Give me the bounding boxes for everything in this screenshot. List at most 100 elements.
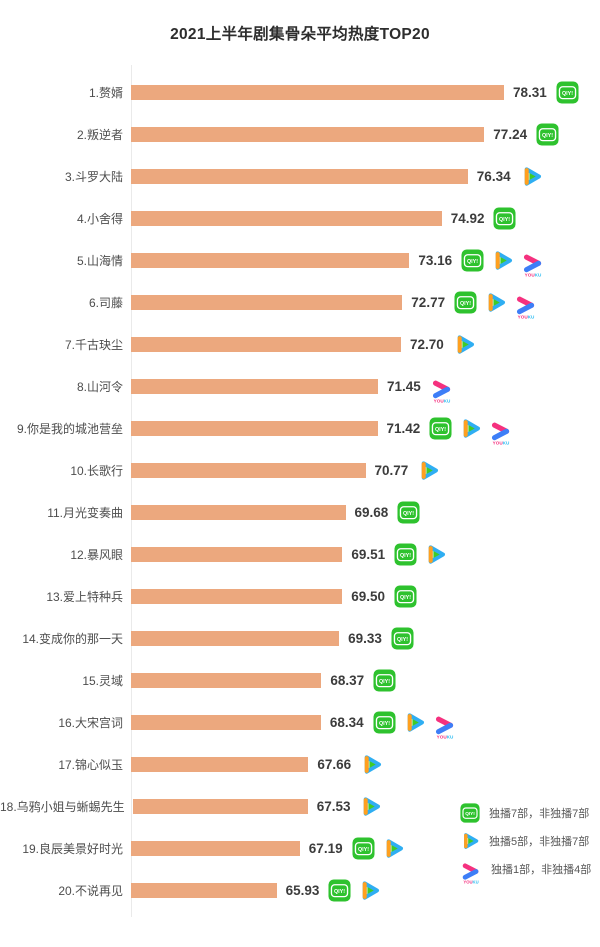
svg-text:YOUKU: YOUKU bbox=[436, 734, 453, 739]
heat-bar bbox=[131, 714, 321, 730]
heat-value: 76.34 bbox=[476, 168, 511, 184]
category-label-text: 20.不说再见 bbox=[58, 883, 123, 898]
bar-track: 69.51 QIY! bbox=[131, 533, 600, 575]
category-label: 17.锦心似玉 bbox=[0, 756, 131, 773]
chart-row: 5.山海情 73.16 QIY! YOUKU bbox=[0, 239, 600, 281]
heat-value: 77.24 bbox=[493, 126, 528, 142]
bar-track: 72.77 QIY! YOUKU bbox=[131, 281, 600, 323]
category-label-text: 19.良辰美景好时光 bbox=[22, 841, 123, 856]
platform-icons: QIY! bbox=[394, 542, 447, 566]
iqiyi-icon: QIY! bbox=[429, 416, 452, 440]
bar-track: 68.34 QIY! YOUKU bbox=[131, 701, 600, 743]
heat-bar bbox=[131, 168, 468, 184]
iqiyi-icon: QIY! bbox=[391, 626, 414, 650]
category-label-text: 4.小舍得 bbox=[76, 211, 123, 226]
legend-item: 独播5部，非独播7部 bbox=[460, 827, 591, 855]
tencent-video-icon bbox=[424, 543, 447, 566]
bar-track: 67.53 bbox=[132, 785, 600, 827]
category-label-text: 15.灵域 bbox=[82, 673, 123, 688]
category-label: 14.变成你的那一天 bbox=[0, 630, 131, 647]
category-label-text: 5.山海情 bbox=[76, 253, 123, 268]
heat-value: 67.66 bbox=[317, 756, 352, 772]
chart-row: 10.长歌行 70.77 bbox=[0, 449, 600, 491]
category-label-text: 12.暴风眼 bbox=[70, 547, 123, 562]
bar-track: 71.45 YOUKU bbox=[131, 365, 600, 407]
chart-row: 15.灵域 68.37 QIY! bbox=[0, 659, 600, 701]
heat-value: 71.42 bbox=[386, 420, 421, 436]
heat-bar bbox=[131, 126, 485, 142]
heat-bar bbox=[131, 420, 378, 436]
heat-value: 72.70 bbox=[410, 336, 444, 352]
category-label: 8.山河令 bbox=[0, 378, 131, 395]
heat-bar bbox=[131, 210, 442, 226]
platform-icons: QIY! bbox=[397, 500, 420, 524]
heat-value: 78.31 bbox=[513, 84, 547, 100]
svg-text:YOUKU: YOUKU bbox=[518, 314, 535, 319]
category-label-text: 13.爱上特种兵 bbox=[46, 589, 123, 604]
heat-bar bbox=[131, 756, 309, 772]
category-label: 1.赘婿 bbox=[0, 84, 131, 101]
tencent-video-icon bbox=[403, 711, 426, 734]
platform-icons: QIY! YOUKU bbox=[461, 243, 545, 277]
category-label: 20.不说再见 bbox=[0, 882, 131, 899]
iqiyi-icon: QIY! bbox=[352, 836, 375, 860]
chart-row: 12.暴风眼 69.51 QIY! bbox=[0, 533, 600, 575]
tencent-video-icon bbox=[358, 879, 381, 902]
platform-icons: YOUKU bbox=[430, 369, 454, 403]
tencent-video-icon bbox=[491, 249, 514, 272]
chart-title: 2021上半年剧集骨朵平均热度TOP20 bbox=[170, 26, 430, 43]
heat-value: 67.19 bbox=[308, 840, 343, 856]
category-label: 13.爱上特种兵 bbox=[0, 588, 131, 605]
iqiyi-icon: QIY! bbox=[556, 80, 579, 104]
bar-track: 68.37 QIY! bbox=[131, 659, 600, 701]
youku-icon: YOUKU bbox=[514, 295, 538, 319]
legend-label: 独播5部，非独播7部 bbox=[489, 836, 590, 848]
category-label-text: 14.变成你的那一天 bbox=[22, 631, 123, 646]
category-label-text: 16.大宋宫词 bbox=[58, 715, 123, 730]
category-label: 9.你是我的城池营垒 bbox=[0, 420, 131, 437]
category-label: 7.千古玦尘 bbox=[0, 336, 131, 353]
category-label-text: 7.千古玦尘 bbox=[64, 337, 123, 352]
category-label: 11.月光变奏曲 bbox=[0, 504, 131, 521]
legend-label: 独播7部，非独播7部 bbox=[489, 808, 590, 820]
iqiyi-icon: QIY! bbox=[373, 668, 396, 692]
iqiyi-icon: QIY! bbox=[493, 206, 517, 230]
iqiyi-icon: QIY! bbox=[397, 500, 420, 524]
category-label: 10.长歌行 bbox=[0, 462, 131, 479]
svg-text:QIY!: QIY! bbox=[460, 300, 471, 306]
category-label-text: 3.斗罗大陆 bbox=[64, 169, 123, 184]
heat-bar bbox=[131, 84, 504, 100]
heat-value: 68.34 bbox=[329, 714, 364, 730]
heat-bar bbox=[131, 504, 346, 520]
youku-icon: YOUKU bbox=[433, 715, 457, 739]
iqiyi-icon: QIY! bbox=[394, 584, 417, 608]
heat-bar bbox=[132, 798, 308, 814]
platform-icons bbox=[359, 795, 382, 818]
iqiyi-icon: QIY! bbox=[373, 710, 396, 734]
svg-text:QIY!: QIY! bbox=[358, 846, 369, 852]
heat-bar bbox=[131, 882, 277, 898]
svg-text:QIY!: QIY! bbox=[397, 636, 408, 642]
svg-text:QIY!: QIY! bbox=[467, 258, 478, 264]
iqiyi-icon: QIY! bbox=[460, 803, 480, 823]
bar-track: 74.92 QIY! bbox=[131, 197, 600, 239]
svg-text:YOUKU: YOUKU bbox=[493, 440, 510, 445]
bar-track: 65.93 QIY! bbox=[131, 869, 600, 911]
heat-value: 69.50 bbox=[351, 588, 385, 604]
bar-track: 69.50 QIY! bbox=[131, 575, 600, 617]
platform-icons: QIY! YOUKU bbox=[373, 705, 457, 739]
heat-bar bbox=[131, 546, 343, 562]
heat-bar bbox=[131, 336, 401, 352]
bar-track: 73.16 QIY! YOUKU bbox=[131, 239, 600, 281]
svg-text:QIY!: QIY! bbox=[379, 720, 390, 726]
platform-icons: QIY! bbox=[394, 584, 417, 608]
chart-row: 20.不说再见 65.93 QIY! bbox=[0, 869, 600, 911]
bar-track: 69.68 QIY! bbox=[131, 491, 600, 533]
tencent-video-icon bbox=[417, 459, 440, 482]
bar-track: 77.24 QIY! bbox=[131, 113, 600, 155]
bar-track: 69.33 QIY! bbox=[131, 617, 600, 659]
category-label: 15.灵域 bbox=[0, 672, 131, 689]
svg-text:QIY!: QIY! bbox=[400, 552, 411, 558]
svg-text:YOUKU: YOUKU bbox=[463, 879, 478, 884]
youku-icon: YOUKU bbox=[460, 862, 482, 884]
